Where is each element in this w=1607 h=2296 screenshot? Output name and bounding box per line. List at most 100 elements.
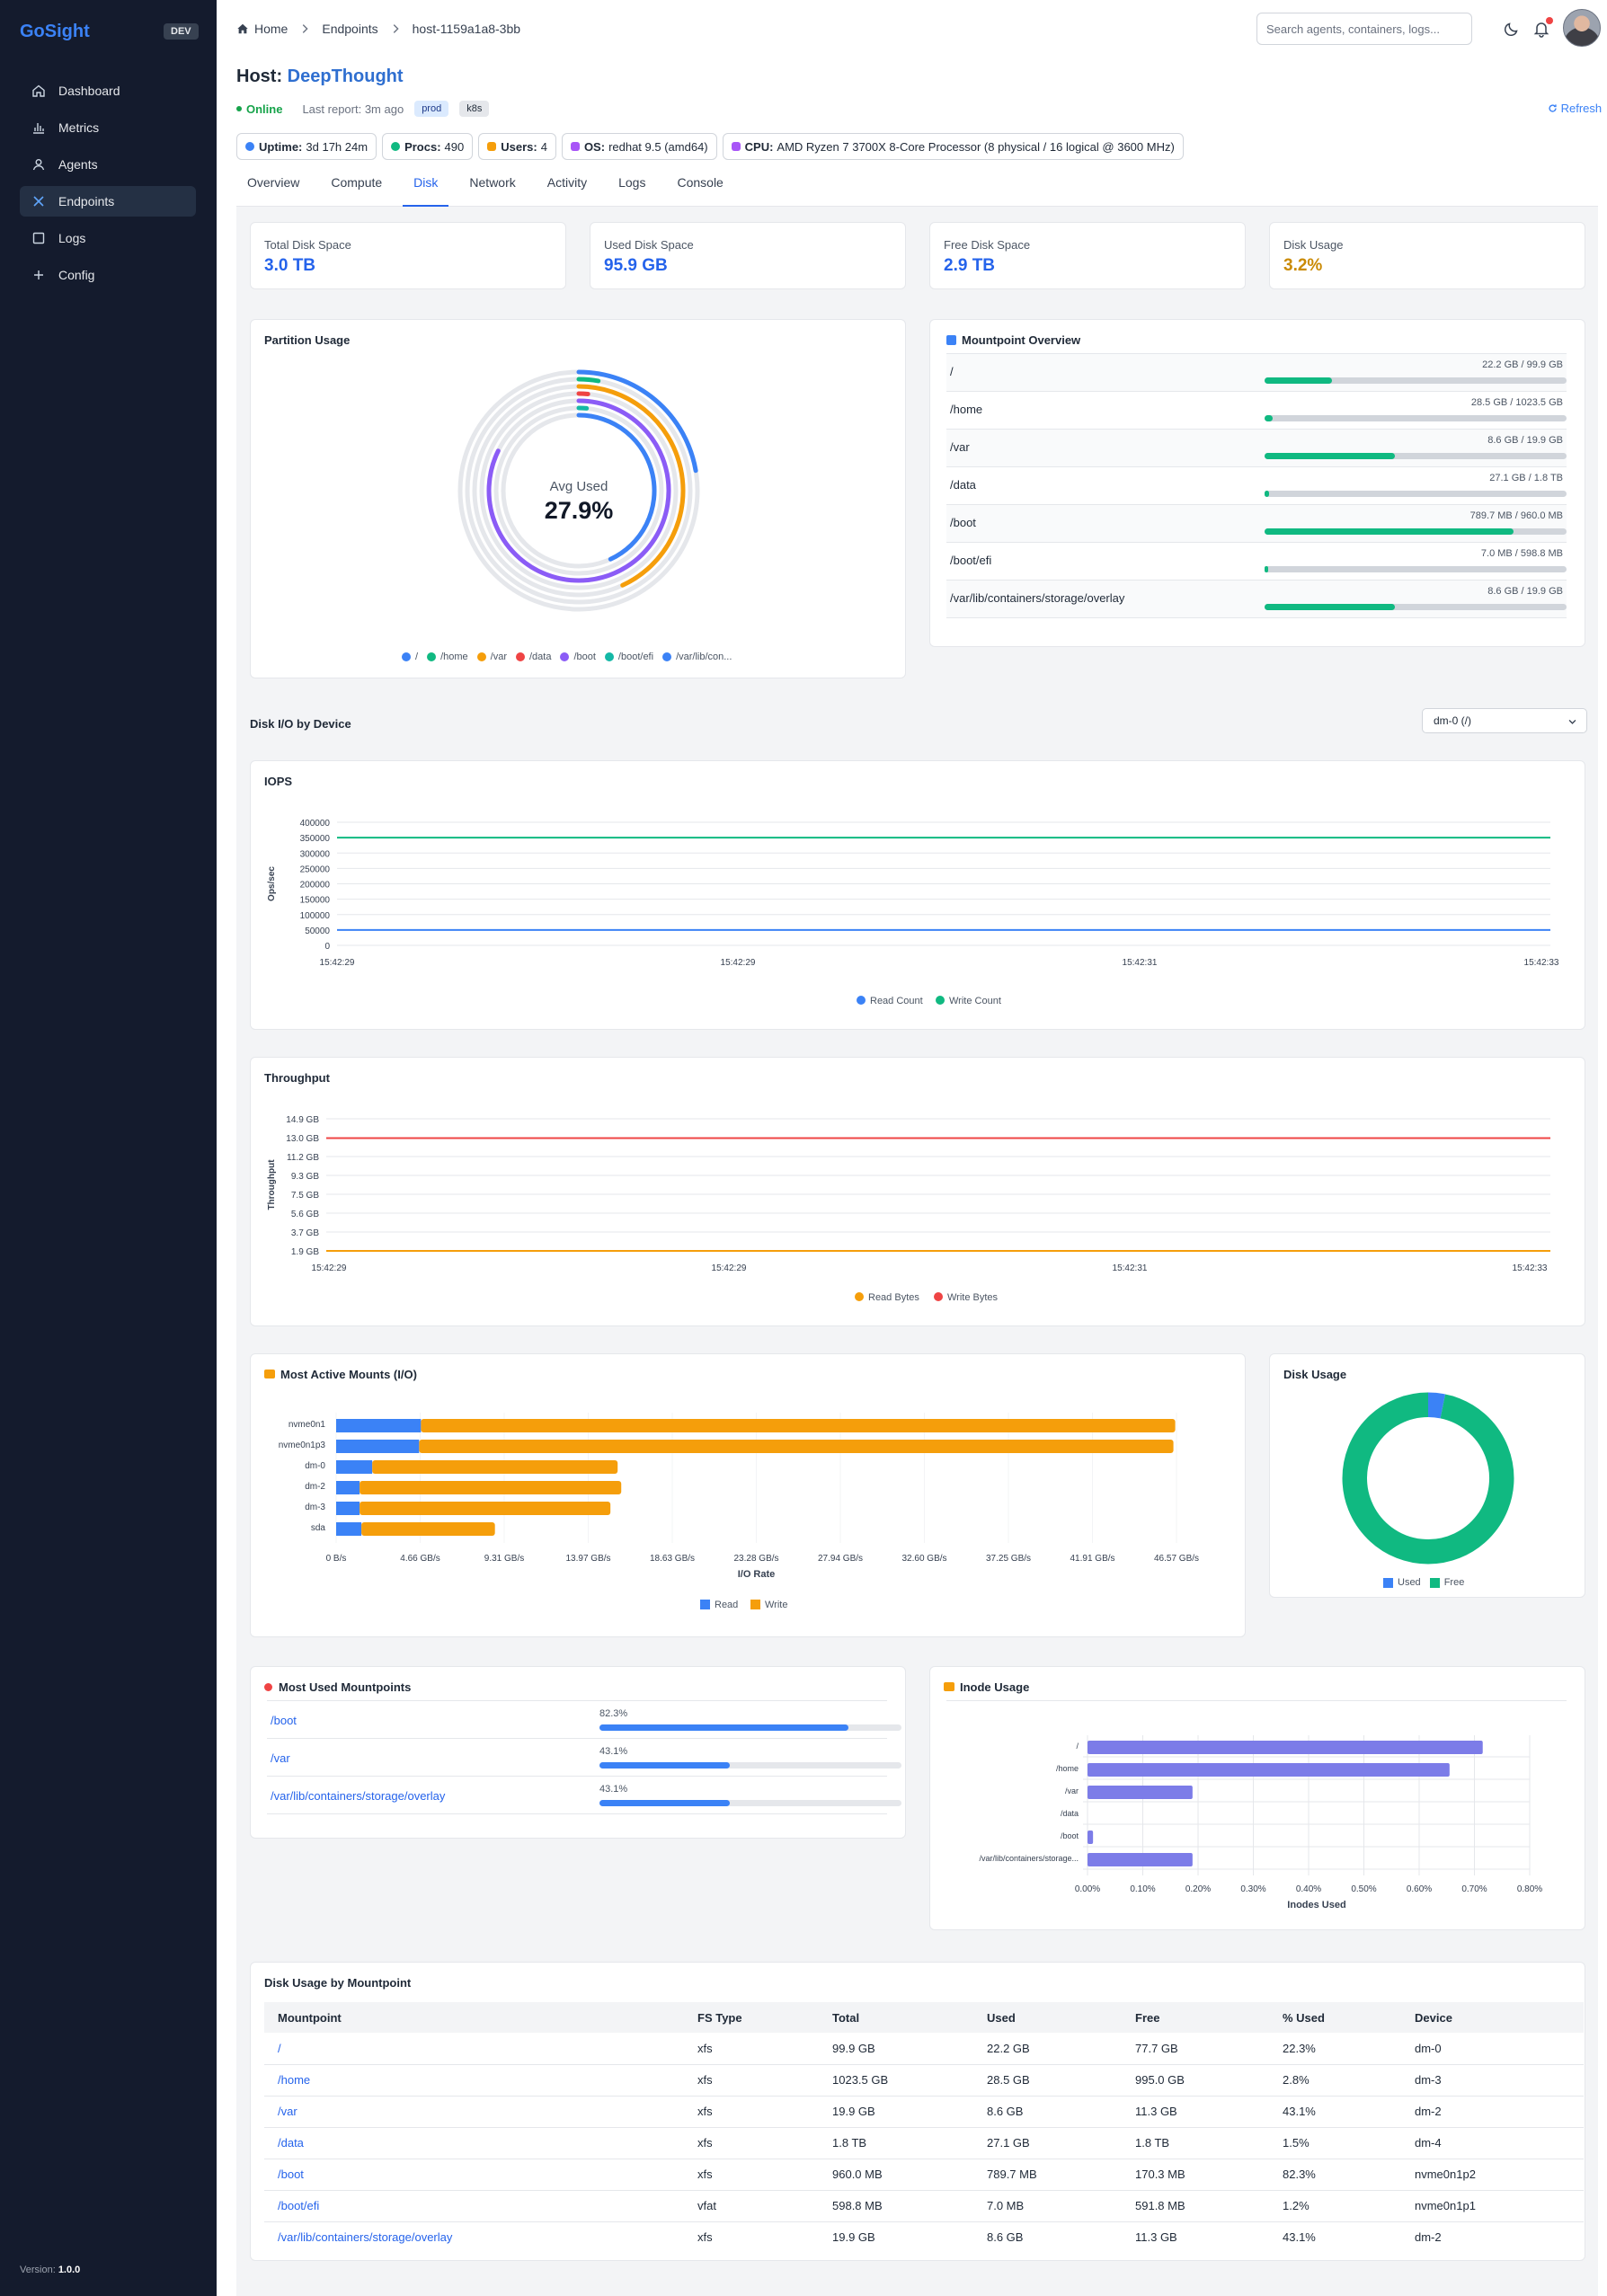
y-tick-label: 14.9 GB bbox=[286, 1115, 319, 1125]
table-row[interactable]: /boot xfs 960.0 MB 789.7 MB 170.3 MB 82.3% nvm… bbox=[264, 2159, 1584, 2191]
mountpoint-link[interactable]: /home bbox=[264, 2064, 684, 2097]
ring-arc bbox=[486, 398, 671, 583]
sidebar-item-config[interactable]: Config bbox=[20, 260, 196, 290]
mountpoint-link[interactable]: / bbox=[264, 2033, 684, 2065]
mountpoint-link[interactable]: /var bbox=[271, 1751, 290, 1765]
bar-write bbox=[421, 1419, 1176, 1432]
device-select[interactable]: dm-0 (/) bbox=[1422, 708, 1587, 733]
search-input[interactable] bbox=[1256, 13, 1472, 45]
tab-logs[interactable]: Logs bbox=[618, 175, 646, 190]
table-cell: 43.1% bbox=[1283, 2230, 1316, 2245]
legend-item[interactable]: Used bbox=[1383, 1577, 1421, 1588]
avatar[interactable] bbox=[1563, 9, 1601, 47]
x-tick-label: 0.60% bbox=[1407, 1884, 1432, 1894]
refresh-button[interactable]: Refresh bbox=[1548, 102, 1602, 115]
moon-icon[interactable] bbox=[1503, 20, 1521, 38]
avg-used-label: Avg Used bbox=[549, 479, 608, 494]
most-used-row[interactable]: /var 43.1% bbox=[267, 1739, 901, 1777]
table-cell: 591.8 MB bbox=[1122, 2190, 1269, 2222]
table-cell: 598.8 MB bbox=[819, 2190, 973, 2222]
usage-bar-fill bbox=[1265, 415, 1274, 421]
table-row[interactable]: /var/lib/containers/storage/overlay xfs 19… bbox=[264, 2221, 1584, 2253]
brand-logo[interactable]: GoSight bbox=[20, 22, 90, 41]
tab-activity[interactable]: Activity bbox=[546, 175, 588, 190]
mountpoint-link[interactable]: /var/lib/containers/storage/overlay bbox=[271, 1789, 446, 1803]
sidebar-item-metrics[interactable]: Metrics bbox=[20, 112, 196, 143]
breadcrumb-home[interactable]: Home bbox=[254, 22, 289, 36]
breadcrumb-endpoints[interactable]: Endpoints bbox=[322, 22, 378, 36]
usage-bar-fill bbox=[1265, 604, 1395, 610]
tab-console[interactable]: Console bbox=[677, 175, 724, 190]
mountpoint-link[interactable]: /var/lib/containers/storage/overlay bbox=[278, 2230, 453, 2245]
stat-label: Used Disk Space bbox=[604, 238, 694, 252]
most-used-row[interactable]: /boot 82.3% bbox=[267, 1701, 901, 1739]
tab-disk[interactable]: Disk bbox=[403, 171, 449, 207]
sidebar-item-logs[interactable]: Logs bbox=[20, 223, 196, 253]
mountpoint-name: /boot bbox=[950, 516, 976, 529]
mountpoint-row[interactable]: /var 8.6 GB / 19.9 GB bbox=[946, 430, 1567, 467]
legend-item[interactable]: /data bbox=[515, 652, 551, 662]
mountpoint-row[interactable]: / 22.2 GB / 99.9 GB bbox=[946, 354, 1567, 392]
folder-icon bbox=[944, 1682, 954, 1691]
mountpoint-row[interactable]: /boot 789.7 MB / 960.0 MB bbox=[946, 505, 1567, 543]
x-tick-label: 9.31 GB/s bbox=[484, 1554, 524, 1564]
col-free[interactable]: Free bbox=[1122, 2002, 1269, 2033]
mountpoint-link[interactable]: /boot bbox=[264, 2159, 684, 2191]
table-row[interactable]: / xfs 99.9 GB 22.2 GB 77.7 GB 22.3% dm-0 bbox=[264, 2033, 1584, 2065]
sidebar-item-label: Endpoints bbox=[58, 194, 115, 208]
inode-bar bbox=[1088, 1831, 1094, 1844]
legend-item[interactable]: /home bbox=[427, 652, 468, 662]
x-tick-label: 15:42:29 bbox=[721, 958, 756, 968]
mountpoint-link[interactable]: /boot bbox=[271, 1714, 297, 1727]
legend-item[interactable]: /boot bbox=[560, 652, 596, 662]
col-total[interactable]: Total bbox=[819, 2002, 973, 2033]
avg-used-value: 27.9% bbox=[544, 497, 614, 524]
sidebar-item-label: Agents bbox=[58, 157, 98, 172]
legend-item[interactable]: / bbox=[402, 652, 418, 662]
mountpoint-row[interactable]: /boot/efi 7.0 MB / 598.8 MB bbox=[946, 543, 1567, 581]
ring-arc bbox=[576, 384, 686, 588]
legend-item[interactable]: Free bbox=[1429, 1577, 1464, 1588]
x-axis-label: I/O Rate bbox=[738, 1569, 776, 1580]
mountpoint-link[interactable]: /data bbox=[264, 2127, 684, 2159]
tab-network[interactable]: Network bbox=[469, 175, 516, 190]
table-row[interactable]: /home xfs 1023.5 GB 28.5 GB 995.0 GB 2.8% dm-3 bbox=[264, 2064, 1584, 2097]
legend-item[interactable]: /var/lib/con... bbox=[662, 652, 732, 662]
disk-usage-card: Disk Usage 3.2% bbox=[1269, 222, 1585, 289]
table-row[interactable]: /var xfs 19.9 GB 8.6 GB 11.3 GB 43.1% dm-2 bbox=[264, 2096, 1584, 2128]
mountpoint-row[interactable]: /data 27.1 GB / 1.8 TB bbox=[946, 467, 1567, 505]
y-tick-label: 300000 bbox=[300, 849, 331, 859]
col-mountpoint[interactable]: Mountpoint bbox=[264, 2002, 684, 2033]
mountpoint-row[interactable]: /var/lib/containers/storage/overlay 8.6 G… bbox=[946, 581, 1567, 618]
mountpoint-name: / bbox=[950, 365, 954, 378]
x-tick-label: 15:42:29 bbox=[320, 958, 355, 968]
col-fstype[interactable]: FS Type bbox=[684, 2002, 819, 2033]
partition-legend: / /home /var /data /boot /boot/efi /var/… bbox=[402, 652, 741, 662]
legend-item[interactable]: /boot/efi bbox=[604, 652, 653, 662]
most-used-row[interactable]: /var/lib/containers/storage/overlay 43.1% bbox=[267, 1777, 901, 1814]
table-cell: 11.3 GB bbox=[1135, 2230, 1177, 2245]
mountpoint-row[interactable]: /home 28.5 GB / 1023.5 GB bbox=[946, 392, 1567, 430]
sidebar-item-dashboard[interactable]: Dashboard bbox=[20, 75, 196, 106]
tab-compute[interactable]: Compute bbox=[331, 175, 383, 190]
table-row[interactable]: /boot/efi vfat 598.8 MB 7.0 MB 591.8 MB 1.2% n… bbox=[264, 2190, 1584, 2222]
card-title: Throughput bbox=[264, 1071, 330, 1085]
table-header-row: Mountpoint FS Type Total Used Free % Use… bbox=[264, 2002, 1584, 2033]
table-cell: 995.0 GB bbox=[1122, 2064, 1269, 2097]
sidebar-item-endpoints[interactable]: Endpoints bbox=[20, 186, 196, 217]
mountpoint-link[interactable]: /var bbox=[264, 2096, 684, 2128]
legend-item[interactable]: /var bbox=[476, 652, 507, 662]
tag-badge: prod bbox=[414, 101, 449, 117]
table-row[interactable]: /data xfs 1.8 TB 27.1 GB 1.8 TB 1.5% dm-4 bbox=[264, 2127, 1584, 2159]
col-pct-used[interactable]: % Used bbox=[1269, 2002, 1401, 2033]
tab-overview[interactable]: Overview bbox=[247, 175, 300, 190]
ring-arc bbox=[576, 412, 657, 562]
col-used[interactable]: Used bbox=[973, 2002, 1122, 2033]
bell-icon[interactable] bbox=[1532, 20, 1550, 38]
status-badge: Online bbox=[236, 102, 282, 116]
x-tick-label: 27.94 GB/s bbox=[818, 1554, 863, 1564]
sidebar-item-agents[interactable]: Agents bbox=[20, 149, 196, 180]
mountpoint-link[interactable]: /boot/efi bbox=[264, 2190, 684, 2222]
col-device[interactable]: Device bbox=[1401, 2002, 1584, 2033]
table-cell: nvme0n1p2 bbox=[1401, 2159, 1584, 2191]
